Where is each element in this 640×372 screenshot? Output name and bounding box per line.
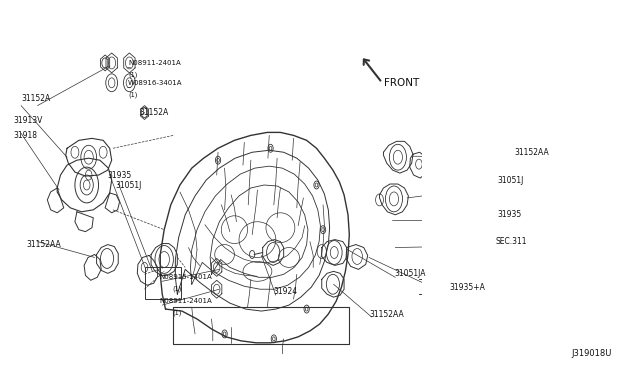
Bar bbox=[145, 267, 180, 299]
Text: 31913V: 31913V bbox=[13, 116, 43, 125]
Text: 31152AA: 31152AA bbox=[515, 148, 550, 157]
Text: (1): (1) bbox=[128, 71, 138, 78]
Text: 31935+A: 31935+A bbox=[449, 283, 485, 292]
Text: (1): (1) bbox=[172, 310, 182, 316]
Text: 31051J: 31051J bbox=[116, 180, 142, 189]
Text: N08911-2401A: N08911-2401A bbox=[128, 60, 181, 66]
Text: 31152A: 31152A bbox=[140, 108, 168, 117]
Text: 31051J: 31051J bbox=[497, 176, 524, 185]
Text: J319018U: J319018U bbox=[572, 349, 612, 358]
Text: 31051JA: 31051JA bbox=[394, 269, 426, 278]
Text: 31935: 31935 bbox=[497, 210, 522, 219]
Text: SEC.311: SEC.311 bbox=[495, 237, 527, 246]
Text: W08916-3401A: W08916-3401A bbox=[128, 80, 182, 86]
Text: (1): (1) bbox=[128, 92, 138, 98]
Text: 31152AA: 31152AA bbox=[369, 310, 404, 318]
Text: 31924: 31924 bbox=[274, 287, 298, 296]
Text: 31918: 31918 bbox=[13, 131, 37, 140]
Text: 31935: 31935 bbox=[108, 171, 132, 180]
Text: FRONT: FRONT bbox=[384, 78, 419, 88]
Text: N08915-1401A: N08915-1401A bbox=[159, 274, 212, 280]
Text: 31152A: 31152A bbox=[21, 94, 51, 103]
Text: N08911-2401A: N08911-2401A bbox=[159, 298, 212, 304]
Text: 31152AA: 31152AA bbox=[26, 240, 61, 249]
Text: (1): (1) bbox=[172, 286, 182, 292]
